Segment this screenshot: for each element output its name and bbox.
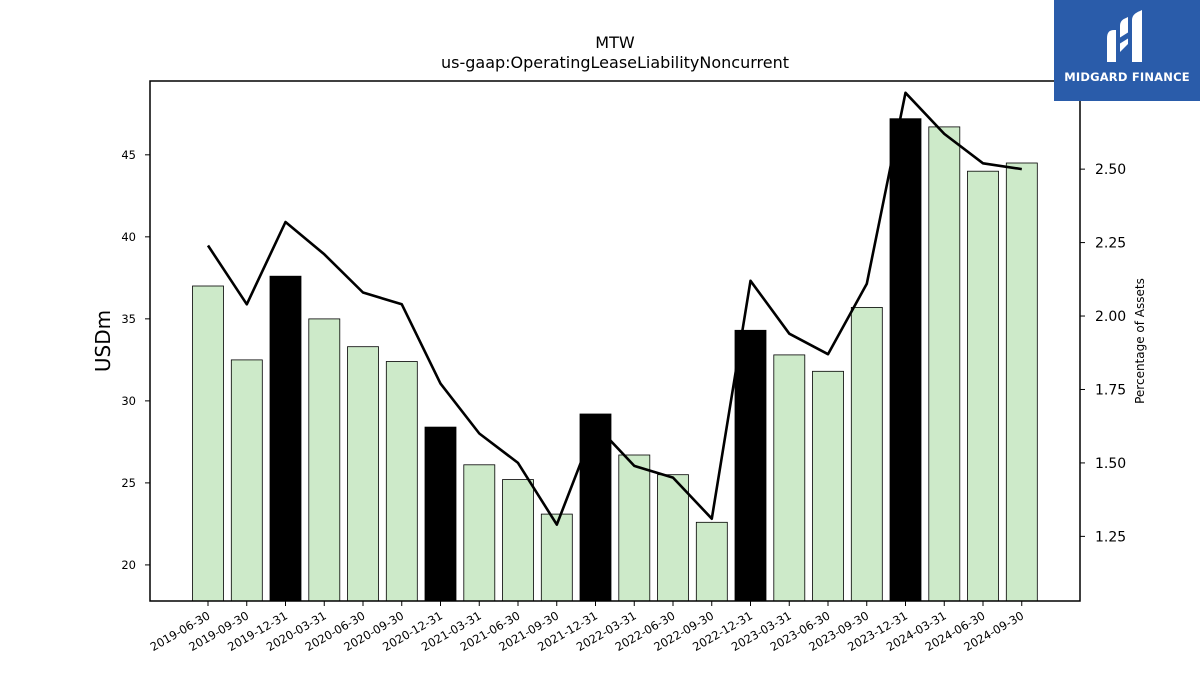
midgard-finance-logo: MIDGARD FINANCE <box>1054 0 1200 101</box>
logo-text: MIDGARD FINANCE <box>1064 70 1190 84</box>
y2-tick-label: 1.25 <box>1095 529 1126 545</box>
y-tick-label: 20 <box>121 558 136 572</box>
bar-2020-12-31 <box>424 426 457 602</box>
y-axis-right: 1.251.501.752.002.252.502.75 <box>1080 89 1126 545</box>
bar-2020-03-31 <box>308 318 341 602</box>
bar-2019-12-31 <box>269 275 302 602</box>
chart-title: MTW <box>595 33 635 52</box>
bar-2023-12-31 <box>889 118 922 602</box>
bar-2024-09-30 <box>1005 162 1038 602</box>
bar-2020-09-30 <box>385 361 418 602</box>
bars <box>192 118 1038 602</box>
bar-2024-03-31 <box>928 126 961 602</box>
bar-2019-06-30 <box>192 285 224 602</box>
line-layer <box>206 91 1022 526</box>
y2-tick-label: 1.75 <box>1095 382 1126 398</box>
y2-tick-label: 2.50 <box>1095 162 1126 178</box>
bar-2021-06-30 <box>502 479 534 602</box>
bar-2019-09-30 <box>230 359 263 602</box>
y2-axis-label: Percentage of Assets <box>1133 278 1147 404</box>
chart-subtitle: us-gaap:OperatingLeaseLiabilityNoncurren… <box>441 53 789 72</box>
pct-of-assets-line <box>206 91 1022 526</box>
bar-2023-06-30 <box>812 370 844 602</box>
y-tick-label: 25 <box>121 476 136 490</box>
y2-tick-label: 1.50 <box>1095 456 1126 472</box>
y-tick-label: 45 <box>121 148 136 162</box>
bar-2022-03-31 <box>618 454 651 602</box>
bar-2022-06-30 <box>657 474 689 602</box>
bar-2021-03-31 <box>463 464 496 602</box>
y-tick-label: 40 <box>121 230 136 244</box>
y-axis-left: 20 25 30 35 40 45 <box>121 148 150 572</box>
x-axis: 2019-06-302019-09-302019-12-312020-03-31… <box>148 601 1026 654</box>
plot-frame <box>149 80 1081 602</box>
y-tick-label: 30 <box>121 394 136 408</box>
y-tick-label: 35 <box>121 312 136 326</box>
bar-2023-09-30 <box>850 306 883 602</box>
y-axis-label: USDm <box>91 310 115 372</box>
y2-tick-label: 2.00 <box>1095 309 1126 325</box>
bar-2022-12-31 <box>734 329 767 602</box>
y2-tick-label: 2.25 <box>1095 236 1126 252</box>
bar-2021-09-30 <box>540 513 573 602</box>
logo-mark-icon <box>1107 10 1142 62</box>
bar-2020-06-30 <box>347 346 379 602</box>
bar-2022-09-30 <box>695 521 728 602</box>
bar-2023-03-31 <box>773 354 806 602</box>
bar-2021-12-31 <box>579 413 612 602</box>
bar-2024-06-30 <box>967 170 999 602</box>
